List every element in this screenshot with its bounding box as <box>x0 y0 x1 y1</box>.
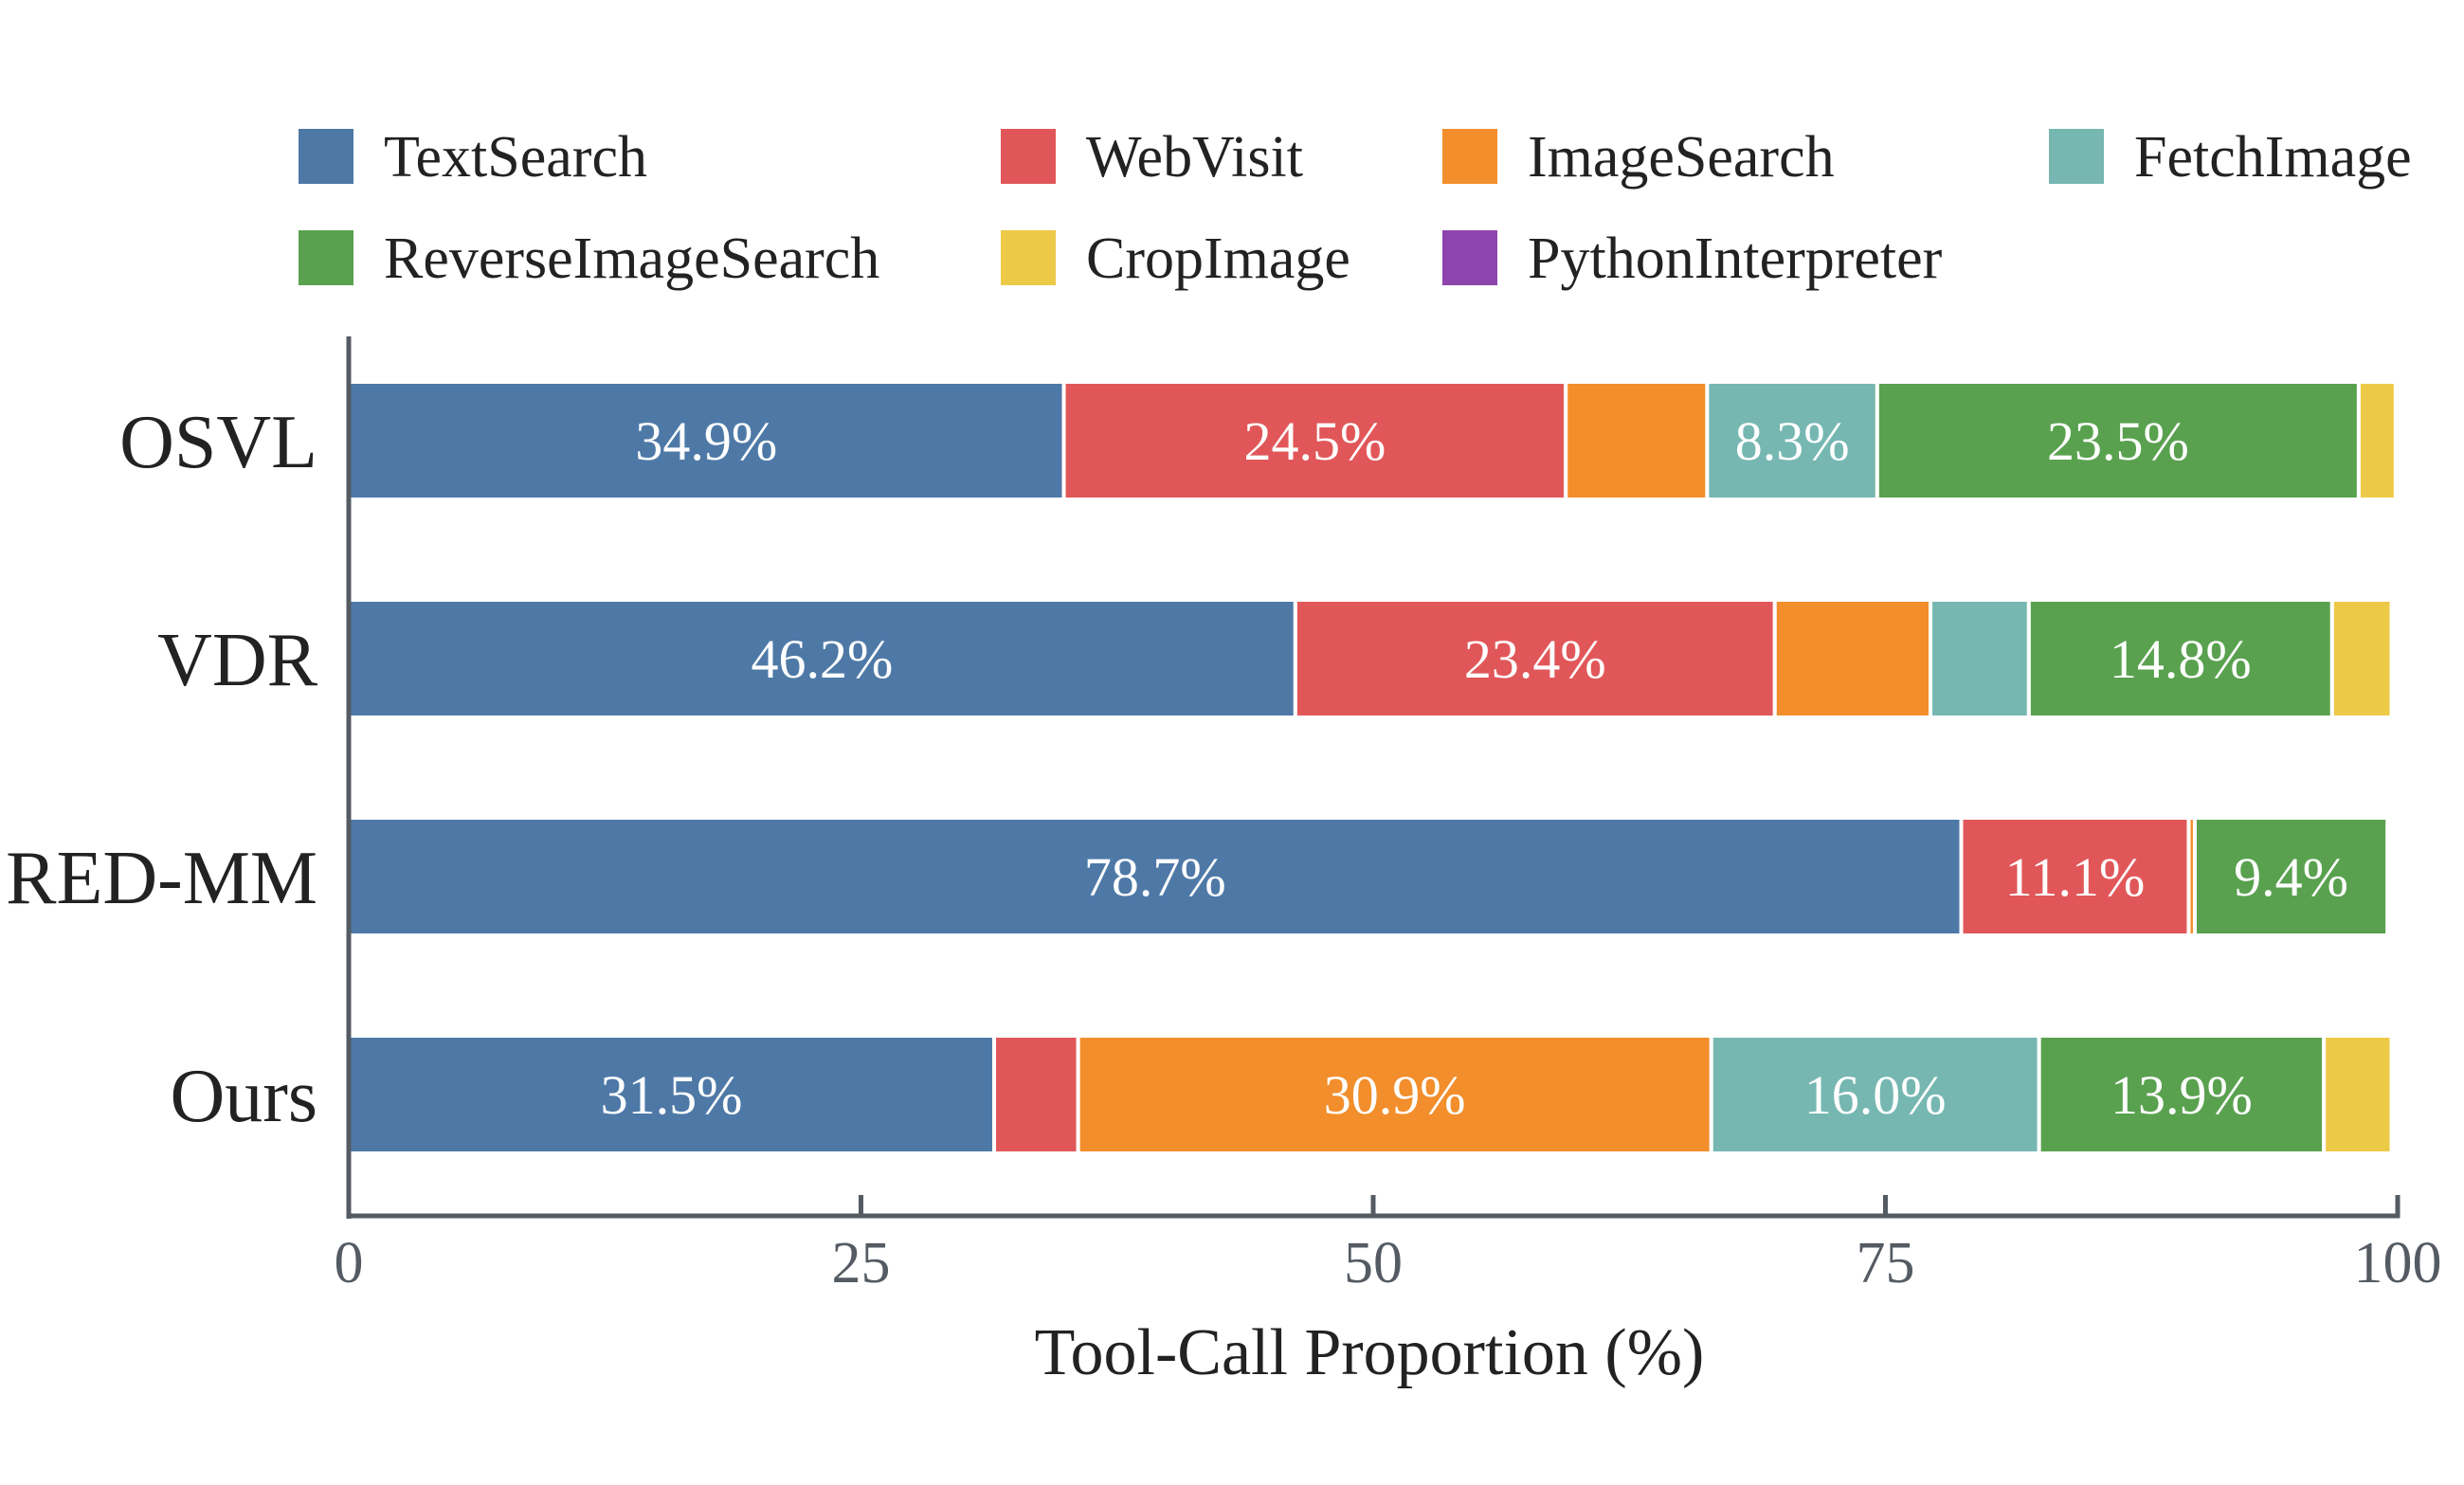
legend-label-textsearch: TextSearch <box>384 125 647 190</box>
legend-swatch-cropimage <box>1001 230 1056 285</box>
bar-segment-osvl-textsearch <box>347 380 1066 501</box>
category-label-red-mm: RED-MM <box>6 837 317 920</box>
category-label-ours: Ours <box>170 1055 317 1138</box>
legend-swatch-reverseimagesearch <box>299 230 353 285</box>
plot-area: 34.9% 24.5% 8.3% 23.5% OSVL 46.2% 23.4% 14.8% VD… <box>6 380 2398 1155</box>
x-tick-label: 25 <box>832 1231 891 1295</box>
legend-label-reverseimagesearch: ReverseImageSearch <box>384 226 879 291</box>
data-label-osvl-webvisit: 24.5% <box>1243 410 1386 472</box>
bar-segment-ours-webvisit <box>992 1034 1080 1155</box>
legend-item-textsearch: TextSearch <box>299 125 647 190</box>
bar-segment-osvl-webvisit <box>1061 380 1568 501</box>
bar-segment-red-mm-reverseimagesearch <box>2192 816 2390 937</box>
x-tick-label: 100 <box>2354 1231 2442 1295</box>
legend-swatch-pythoninterpreter <box>1442 230 1497 285</box>
legend: TextSearch WebVisit ImageSearch FetchImage R… <box>299 125 2412 291</box>
bar-segment-vdr-fetchimage <box>1929 598 2031 719</box>
bar-group-vdr: 46.2% 23.4% 14.8% VDR <box>157 598 2394 719</box>
legend-label-fetchimage: FetchImage <box>2134 125 2412 190</box>
bar-group-ours: 31.5% 30.9% 16.0% 13.9% Ours <box>170 1034 2394 1155</box>
x-tick-label: 50 <box>1344 1231 1403 1295</box>
bar-segment-osvl-cropimage <box>2356 380 2398 501</box>
x-axis-title: Tool-Call Proportion (%) <box>1035 1316 1705 1389</box>
category-label-osvl: OSVL <box>119 401 317 484</box>
data-label-red-mm-webvisit: 11.1% <box>2005 846 2146 908</box>
bar-segment-vdr-webvisit <box>1293 598 1777 719</box>
bar-segment-ours-reverseimagesearch <box>2037 1034 2327 1155</box>
bar-segment-vdr-reverseimagesearch <box>2026 598 2334 719</box>
legend-item-imagesearch: ImageSearch <box>1442 125 1835 190</box>
x-tick-label: 0 <box>335 1231 364 1295</box>
legend-swatch-textsearch <box>299 129 353 184</box>
bar-segment-vdr-cropimage <box>2329 598 2394 719</box>
legend-label-webvisit: WebVisit <box>1086 125 1303 190</box>
data-label-ours-imagesearch: 30.9% <box>1324 1064 1466 1126</box>
data-label-ours-fetchimage: 16.0% <box>1804 1064 1947 1126</box>
data-label-ours-reverseimagesearch: 13.9% <box>2111 1064 2253 1126</box>
bar-segment-red-mm-webvisit <box>1959 816 2191 937</box>
data-label-osvl-reverseimagesearch: 23.5% <box>2047 410 2189 472</box>
legend-item-pythoninterpreter: PythonInterpreter <box>1442 226 1943 291</box>
bar-group-red-mm: 78.7% 11.1% 9.4% RED-MM <box>6 816 2390 937</box>
legend-label-cropimage: CropImage <box>1086 226 1350 291</box>
bar-segment-ours-imagesearch <box>1076 1034 1713 1155</box>
bar-segment-ours-textsearch <box>347 1034 997 1155</box>
bar-segment-ours-fetchimage <box>1709 1034 2041 1155</box>
data-label-vdr-webvisit: 23.4% <box>1464 628 1606 690</box>
data-label-red-mm-textsearch: 78.7% <box>1084 846 1226 908</box>
data-label-ours-textsearch: 31.5% <box>601 1064 743 1126</box>
data-label-red-mm-reverseimagesearch: 9.4% <box>2234 846 2348 908</box>
axes: 0 25 50 75 100 <box>335 336 2442 1295</box>
data-label-osvl-textsearch: 34.9% <box>635 410 777 472</box>
data-label-osvl-fetchimage: 8.3% <box>1735 410 1850 472</box>
legend-item-reverseimagesearch: ReverseImageSearch <box>299 226 879 291</box>
legend-swatch-imagesearch <box>1442 129 1497 184</box>
legend-label-imagesearch: ImageSearch <box>1528 125 1835 190</box>
bar-segment-osvl-fetchimage <box>1705 380 1879 501</box>
x-tick-label: 75 <box>1857 1231 1915 1295</box>
bar-segment-vdr-imagesearch <box>1772 598 1933 719</box>
legend-swatch-fetchimage <box>2049 129 2104 184</box>
category-label-vdr: VDR <box>157 619 318 702</box>
bar-group-osvl: 34.9% 24.5% 8.3% 23.5% OSVL <box>119 380 2398 501</box>
bar-segment-osvl-imagesearch <box>1564 380 1710 501</box>
legend-item-cropimage: CropImage <box>1001 226 1350 291</box>
data-label-vdr-textsearch: 46.2% <box>752 628 894 690</box>
bar-segment-vdr-textsearch <box>347 598 1297 719</box>
legend-item-fetchimage: FetchImage <box>2049 125 2412 190</box>
bar-segment-ours-cropimage <box>2322 1034 2394 1155</box>
legend-label-pythoninterpreter: PythonInterpreter <box>1528 226 1943 291</box>
data-label-vdr-reverseimagesearch: 14.8% <box>2110 628 2252 690</box>
legend-item-webvisit: WebVisit <box>1001 125 1303 190</box>
legend-swatch-webvisit <box>1001 129 1056 184</box>
